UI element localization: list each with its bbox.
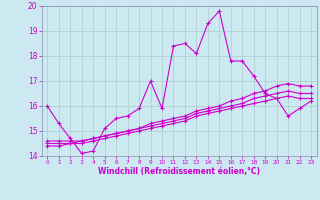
X-axis label: Windchill (Refroidissement éolien,°C): Windchill (Refroidissement éolien,°C) [98, 167, 260, 176]
